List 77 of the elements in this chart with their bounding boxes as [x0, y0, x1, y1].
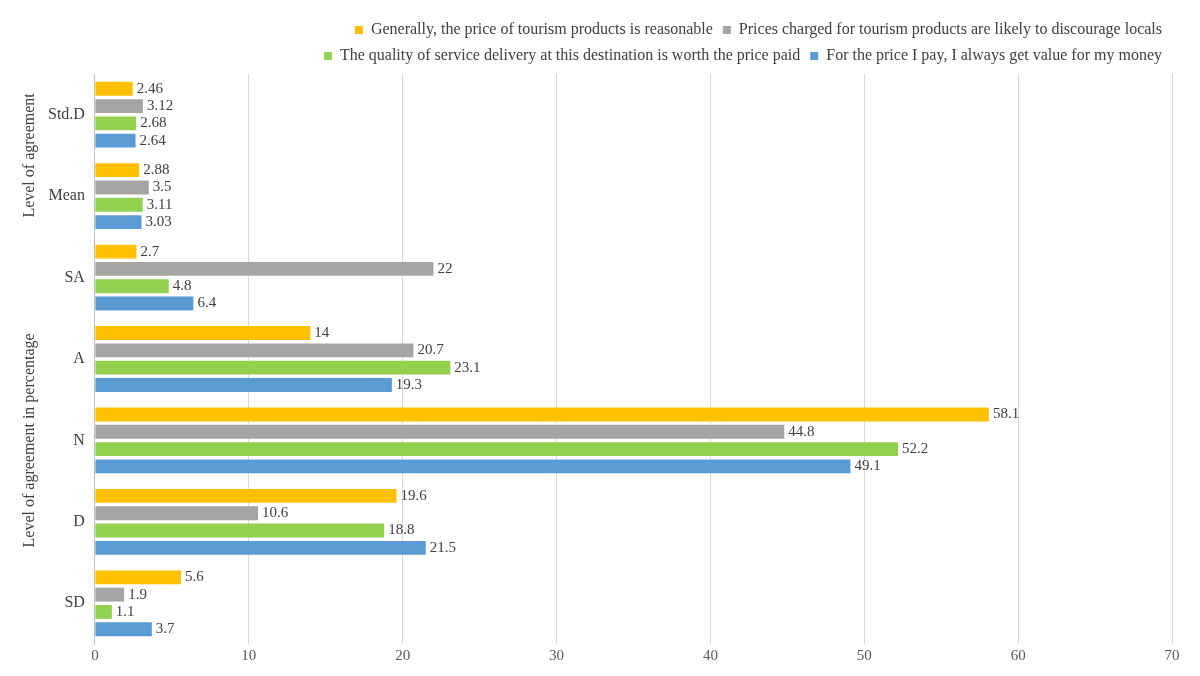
- data-label: 21.5: [429, 538, 456, 555]
- bar: [95, 523, 385, 538]
- y-tick-label: Mean: [48, 186, 85, 204]
- bar: [95, 442, 899, 456]
- bar: [95, 244, 137, 259]
- data-label: 3.11: [146, 195, 173, 212]
- bar: [95, 540, 426, 555]
- bar: [95, 424, 785, 439]
- bar: [95, 296, 194, 311]
- data-label: 2.88: [143, 161, 170, 178]
- y-tick-label: N: [73, 430, 86, 448]
- data-label: 2.7: [140, 242, 160, 259]
- bar: [95, 133, 136, 148]
- data-label: 19.3: [395, 375, 423, 392]
- data-label: 3.12: [146, 97, 174, 113]
- data-label: 10.6: [262, 504, 289, 521]
- bar: [95, 488, 397, 503]
- data-label: 2.68: [140, 114, 167, 131]
- data-label: 18.8: [388, 521, 415, 538]
- y-axis-title: Level of agreement in percentage: [20, 333, 39, 548]
- x-tick-label: 50: [856, 646, 872, 663]
- bar: [95, 163, 140, 178]
- data-label: 20.7: [417, 341, 445, 358]
- y-tick-label: SA: [64, 267, 86, 285]
- data-label: 5.6: [185, 568, 205, 585]
- bar: [95, 262, 434, 276]
- data-label: 52.2: [902, 440, 929, 457]
- x-tick-label: 0: [91, 646, 99, 663]
- bar: [95, 180, 149, 195]
- bar: [95, 459, 851, 474]
- data-label: 44.8: [788, 422, 815, 439]
- bar: [95, 605, 112, 619]
- y-tick-label: SD: [64, 593, 85, 611]
- x-tick-label: 10: [241, 646, 257, 663]
- data-label: 1.1: [115, 602, 135, 619]
- data-label: 4.8: [172, 277, 192, 294]
- bar: [95, 197, 143, 212]
- legend-label: The quality of service delivery at this destination is worth the price paid: [339, 46, 801, 65]
- x-tick-label: 30: [549, 646, 565, 663]
- data-label: 14: [314, 323, 330, 340]
- bar: [95, 407, 989, 422]
- data-label: 49.1: [854, 457, 881, 474]
- data-label: 3.03: [145, 213, 172, 230]
- x-tick-label: 40: [702, 646, 718, 663]
- y-tick-label: D: [73, 512, 85, 530]
- data-label: 3.7: [155, 620, 176, 637]
- data-label: 6.4: [197, 294, 217, 311]
- data-label: 19.6: [400, 486, 428, 503]
- bar: [95, 360, 451, 375]
- bar: [95, 215, 142, 230]
- data-label: 2.46: [136, 79, 164, 96]
- legend-label: Prices charged for tourism products are likely to discourage locals: [738, 20, 1163, 39]
- data-label: 1.9: [128, 585, 147, 602]
- legend-label: Generally, the price of tourism products is reasonable: [370, 20, 713, 39]
- x-tick-label: 70: [1164, 646, 1180, 663]
- data-label: 22: [437, 259, 453, 276]
- bar: [95, 279, 169, 294]
- text: Level of agreement: [20, 92, 39, 218]
- bar: [95, 81, 133, 96]
- data-label: 58.1: [992, 405, 1020, 422]
- bar: [95, 506, 258, 521]
- bar: [95, 116, 137, 131]
- bar: [95, 343, 414, 358]
- legend-label: For the price I pay, I always get value for my money: [826, 46, 1163, 65]
- y-tick-label: Std.D: [47, 104, 85, 122]
- y-tick-label: A: [73, 349, 86, 367]
- x-tick-label: 60: [1010, 646, 1026, 663]
- data-label: 23.1: [454, 358, 481, 375]
- bar: [95, 570, 182, 585]
- bar: [95, 622, 152, 637]
- data-label: 2.64: [139, 131, 167, 148]
- data-label: 3.5: [152, 178, 172, 195]
- x-tick-label: 20: [395, 646, 411, 663]
- bar: [95, 99, 143, 113]
- bar: [95, 326, 311, 340]
- bar: [95, 587, 125, 602]
- bar: [95, 378, 392, 392]
